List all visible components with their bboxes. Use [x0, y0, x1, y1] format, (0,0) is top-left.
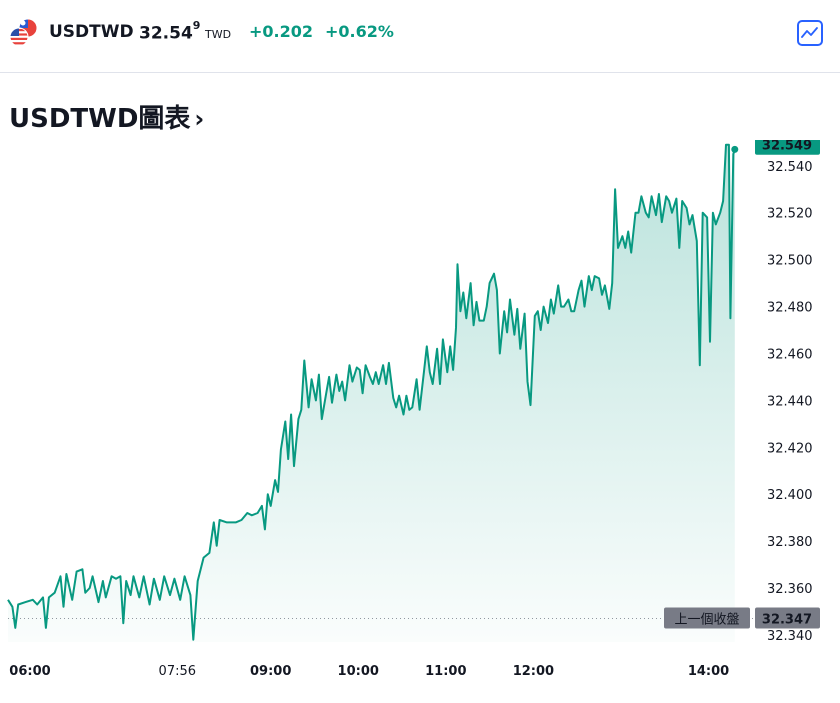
- previous-close-label: 上一個收盤: [674, 613, 739, 628]
- x-tick-label: 07:56: [159, 664, 196, 679]
- last-price-label-bg: [755, 140, 820, 155]
- x-tick-label: 11:00: [425, 664, 466, 679]
- x-tick-label: 14:00: [688, 664, 729, 679]
- y-axis: 32.340 32.360 32.380 32.400 32.420 32.440 32.4…: [767, 160, 813, 644]
- x-axis: 06:00 07:56 09:00 10:00 11:00 12:00 14:00: [9, 664, 729, 679]
- chart-title-link[interactable]: USDTWD圖表 ›: [9, 98, 204, 135]
- last-price-tag: 32.549: [755, 140, 820, 155]
- y-tick-label: 32.420: [767, 441, 813, 456]
- x-tick-label: 10:00: [338, 664, 379, 679]
- y-tick-label: 32.520: [767, 207, 813, 222]
- line-chart-icon: [801, 27, 818, 38]
- previous-close-label-bg: [664, 607, 750, 629]
- last-price-label: 32.549: [762, 140, 812, 154]
- symbol-label: USDTWD: [49, 22, 134, 42]
- y-tick-label: 32.540: [767, 160, 813, 175]
- price-line: [7, 143, 736, 641]
- x-tick-label: 09:00: [250, 664, 291, 679]
- y-tick-label: 32.440: [767, 394, 813, 409]
- currency-label: TWD: [205, 28, 232, 41]
- quote-header: USDTWD 32.549 TWD +0.202 +0.62%: [0, 0, 840, 73]
- y-tick-label: 32.460: [767, 347, 813, 362]
- chart-button[interactable]: [797, 20, 823, 46]
- previous-close-value-bg: [755, 607, 820, 629]
- y-tick-label: 32.480: [767, 301, 813, 316]
- price-area-fill: [8, 144, 735, 642]
- x-tick-label: 12:00: [513, 664, 554, 679]
- chart-title: USDTWD圖表: [9, 104, 191, 134]
- x-tick-label: 06:00: [9, 664, 50, 679]
- chevron-right-icon: ›: [194, 105, 205, 133]
- price-chart[interactable]: 32.340 32.360 32.380 32.400 32.420 32.440 32.4…: [0, 140, 840, 690]
- y-tick-label: 32.340: [767, 629, 813, 644]
- change-percent: +0.62%: [325, 22, 394, 41]
- previous-close-value: 32.347: [762, 613, 812, 628]
- y-tick-label: 32.360: [767, 582, 813, 597]
- price-small-digit: 9: [192, 19, 201, 32]
- y-tick-label: 32.500: [767, 254, 813, 269]
- us-tw-flag-icon: [9, 18, 38, 47]
- change-value: +0.202: [249, 22, 314, 41]
- y-tick-label: 32.380: [767, 535, 813, 550]
- last-price-dot: [731, 145, 739, 153]
- previous-close-tag: 上一個收盤 32.347: [664, 607, 820, 629]
- price-main: 32.54: [139, 23, 193, 44]
- y-tick-label: 32.400: [767, 488, 813, 503]
- price-value: 32.549: [139, 19, 201, 44]
